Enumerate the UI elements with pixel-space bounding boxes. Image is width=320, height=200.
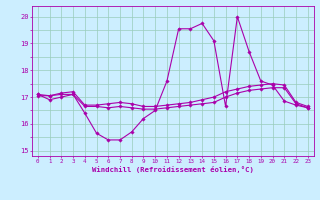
X-axis label: Windchill (Refroidissement éolien,°C): Windchill (Refroidissement éolien,°C) [92,166,254,173]
